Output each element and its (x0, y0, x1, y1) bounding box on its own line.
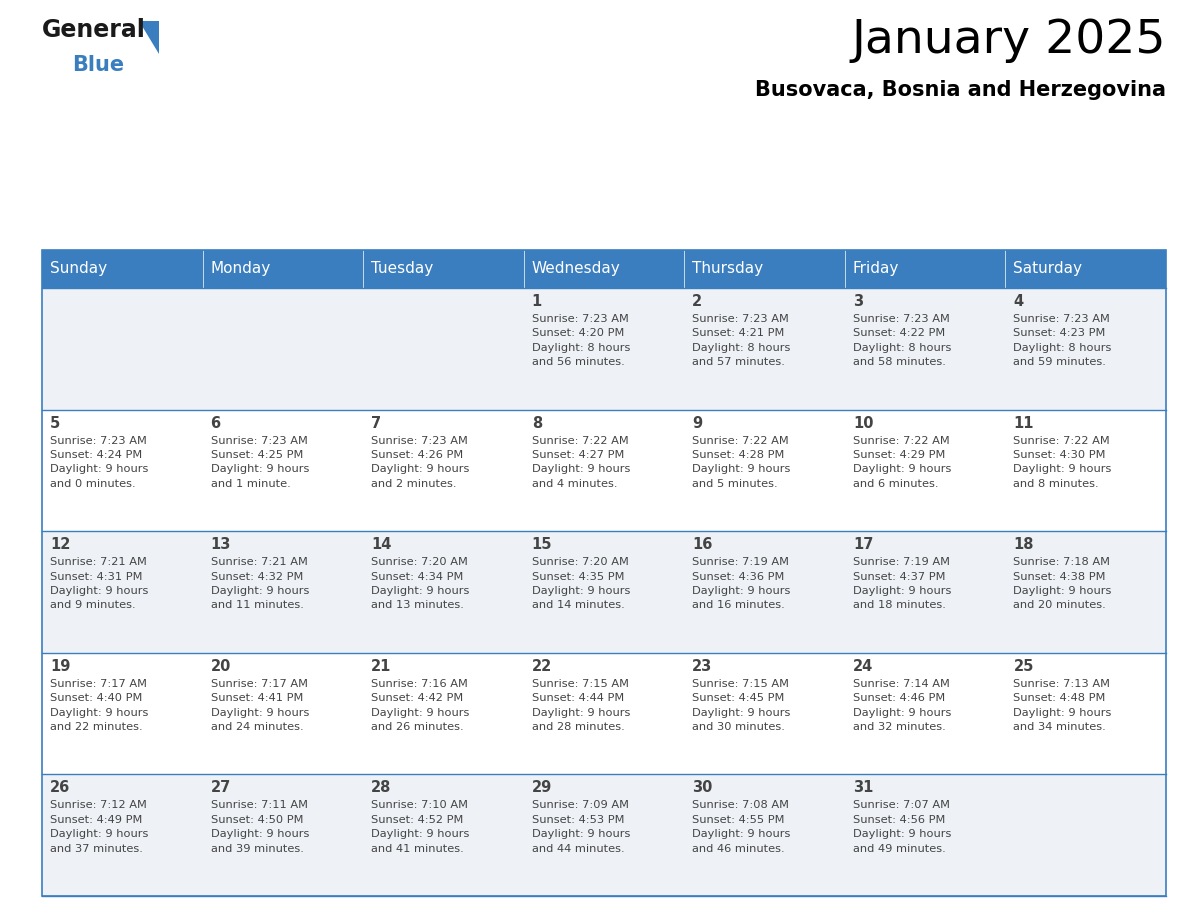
Bar (845, 250, 1005, 288)
Text: Sunrise: 7:09 AM
Sunset: 4:53 PM
Daylight: 9 hours
and 44 minutes.: Sunrise: 7:09 AM Sunset: 4:53 PM Dayligh… (532, 800, 630, 854)
Text: Sunrise: 7:23 AM
Sunset: 4:22 PM
Daylight: 8 hours
and 58 minutes.: Sunrise: 7:23 AM Sunset: 4:22 PM Dayligh… (853, 314, 952, 367)
Text: 11: 11 (1013, 416, 1034, 431)
Text: Friday: Friday (853, 262, 899, 276)
Polygon shape (139, 21, 159, 54)
Text: Sunrise: 7:23 AM
Sunset: 4:24 PM
Daylight: 9 hours
and 0 minutes.: Sunrise: 7:23 AM Sunset: 4:24 PM Dayligh… (50, 436, 148, 488)
Text: January 2025: January 2025 (852, 18, 1165, 63)
Text: Sunrise: 7:14 AM
Sunset: 4:46 PM
Daylight: 9 hours
and 32 minutes.: Sunrise: 7:14 AM Sunset: 4:46 PM Dayligh… (853, 678, 952, 732)
Text: 4: 4 (1013, 294, 1024, 309)
Text: Sunrise: 7:22 AM
Sunset: 4:28 PM
Daylight: 9 hours
and 5 minutes.: Sunrise: 7:22 AM Sunset: 4:28 PM Dayligh… (693, 436, 791, 488)
Text: 14: 14 (371, 537, 392, 553)
Text: Sunrise: 7:23 AM
Sunset: 4:21 PM
Daylight: 8 hours
and 57 minutes.: Sunrise: 7:23 AM Sunset: 4:21 PM Dayligh… (693, 314, 791, 367)
Text: 22: 22 (532, 659, 552, 674)
Text: Sunday: Sunday (50, 262, 107, 276)
Text: 3: 3 (853, 294, 862, 309)
Text: Sunrise: 7:15 AM
Sunset: 4:45 PM
Daylight: 9 hours
and 30 minutes.: Sunrise: 7:15 AM Sunset: 4:45 PM Dayligh… (693, 678, 791, 732)
Text: 20: 20 (210, 659, 230, 674)
Text: Saturday: Saturday (1013, 262, 1082, 276)
Text: Busovaca, Bosnia and Herzegovina: Busovaca, Bosnia and Herzegovina (756, 80, 1165, 100)
Text: 16: 16 (693, 537, 713, 553)
Text: Sunrise: 7:18 AM
Sunset: 4:38 PM
Daylight: 9 hours
and 20 minutes.: Sunrise: 7:18 AM Sunset: 4:38 PM Dayligh… (1013, 557, 1112, 610)
Text: Tuesday: Tuesday (371, 262, 434, 276)
Text: 23: 23 (693, 659, 713, 674)
Bar (1005, 250, 1165, 288)
Text: Sunrise: 7:23 AM
Sunset: 4:20 PM
Daylight: 8 hours
and 56 minutes.: Sunrise: 7:23 AM Sunset: 4:20 PM Dayligh… (532, 314, 630, 367)
Text: Sunrise: 7:10 AM
Sunset: 4:52 PM
Daylight: 9 hours
and 41 minutes.: Sunrise: 7:10 AM Sunset: 4:52 PM Dayligh… (371, 800, 469, 854)
Text: 8: 8 (532, 416, 542, 431)
Text: Sunrise: 7:19 AM
Sunset: 4:36 PM
Daylight: 9 hours
and 16 minutes.: Sunrise: 7:19 AM Sunset: 4:36 PM Dayligh… (693, 557, 791, 610)
Text: 2: 2 (693, 294, 702, 309)
Text: Sunrise: 7:17 AM
Sunset: 4:41 PM
Daylight: 9 hours
and 24 minutes.: Sunrise: 7:17 AM Sunset: 4:41 PM Dayligh… (210, 678, 309, 732)
Bar (42, 288, 1165, 409)
Text: Sunrise: 7:13 AM
Sunset: 4:48 PM
Daylight: 9 hours
and 34 minutes.: Sunrise: 7:13 AM Sunset: 4:48 PM Dayligh… (1013, 678, 1112, 732)
Text: 5: 5 (50, 416, 61, 431)
Text: 30: 30 (693, 780, 713, 795)
Text: 26: 26 (50, 780, 70, 795)
Bar (42, 250, 1165, 896)
Text: 31: 31 (853, 780, 873, 795)
Text: 18: 18 (1013, 537, 1034, 553)
Text: 17: 17 (853, 537, 873, 553)
Text: Thursday: Thursday (693, 262, 764, 276)
Text: Sunrise: 7:23 AM
Sunset: 4:26 PM
Daylight: 9 hours
and 2 minutes.: Sunrise: 7:23 AM Sunset: 4:26 PM Dayligh… (371, 436, 469, 488)
Text: 25: 25 (1013, 659, 1034, 674)
Text: Sunrise: 7:19 AM
Sunset: 4:37 PM
Daylight: 9 hours
and 18 minutes.: Sunrise: 7:19 AM Sunset: 4:37 PM Dayligh… (853, 557, 952, 610)
Bar (42, 532, 1165, 653)
Text: 27: 27 (210, 780, 230, 795)
Text: Wednesday: Wednesday (532, 262, 620, 276)
Bar (524, 250, 684, 288)
Text: 9: 9 (693, 416, 702, 431)
Text: Sunrise: 7:22 AM
Sunset: 4:27 PM
Daylight: 9 hours
and 4 minutes.: Sunrise: 7:22 AM Sunset: 4:27 PM Dayligh… (532, 436, 630, 488)
Text: 28: 28 (371, 780, 392, 795)
Text: 19: 19 (50, 659, 70, 674)
Text: Sunrise: 7:07 AM
Sunset: 4:56 PM
Daylight: 9 hours
and 49 minutes.: Sunrise: 7:07 AM Sunset: 4:56 PM Dayligh… (853, 800, 952, 854)
Text: Sunrise: 7:08 AM
Sunset: 4:55 PM
Daylight: 9 hours
and 46 minutes.: Sunrise: 7:08 AM Sunset: 4:55 PM Dayligh… (693, 800, 791, 854)
Text: Sunrise: 7:21 AM
Sunset: 4:31 PM
Daylight: 9 hours
and 9 minutes.: Sunrise: 7:21 AM Sunset: 4:31 PM Dayligh… (50, 557, 148, 610)
Text: 24: 24 (853, 659, 873, 674)
Text: Monday: Monday (210, 262, 271, 276)
Bar (42, 409, 1165, 532)
Text: 7: 7 (371, 416, 381, 431)
Bar (684, 250, 845, 288)
Bar (364, 250, 524, 288)
Text: 21: 21 (371, 659, 392, 674)
Text: Sunrise: 7:16 AM
Sunset: 4:42 PM
Daylight: 9 hours
and 26 minutes.: Sunrise: 7:16 AM Sunset: 4:42 PM Dayligh… (371, 678, 469, 732)
Text: 1: 1 (532, 294, 542, 309)
Text: 15: 15 (532, 537, 552, 553)
Text: Sunrise: 7:23 AM
Sunset: 4:25 PM
Daylight: 9 hours
and 1 minute.: Sunrise: 7:23 AM Sunset: 4:25 PM Dayligh… (210, 436, 309, 488)
Text: 12: 12 (50, 537, 70, 553)
Text: 13: 13 (210, 537, 230, 553)
Text: 29: 29 (532, 780, 552, 795)
Text: Sunrise: 7:20 AM
Sunset: 4:35 PM
Daylight: 9 hours
and 14 minutes.: Sunrise: 7:20 AM Sunset: 4:35 PM Dayligh… (532, 557, 630, 610)
Text: General: General (42, 18, 146, 42)
Text: Sunrise: 7:23 AM
Sunset: 4:23 PM
Daylight: 8 hours
and 59 minutes.: Sunrise: 7:23 AM Sunset: 4:23 PM Dayligh… (1013, 314, 1112, 367)
Text: Sunrise: 7:17 AM
Sunset: 4:40 PM
Daylight: 9 hours
and 22 minutes.: Sunrise: 7:17 AM Sunset: 4:40 PM Dayligh… (50, 678, 148, 732)
Bar (42, 653, 1165, 775)
Text: Sunrise: 7:11 AM
Sunset: 4:50 PM
Daylight: 9 hours
and 39 minutes.: Sunrise: 7:11 AM Sunset: 4:50 PM Dayligh… (210, 800, 309, 854)
Text: Sunrise: 7:22 AM
Sunset: 4:30 PM
Daylight: 9 hours
and 8 minutes.: Sunrise: 7:22 AM Sunset: 4:30 PM Dayligh… (1013, 436, 1112, 488)
Text: Sunrise: 7:21 AM
Sunset: 4:32 PM
Daylight: 9 hours
and 11 minutes.: Sunrise: 7:21 AM Sunset: 4:32 PM Dayligh… (210, 557, 309, 610)
Bar (42, 775, 1165, 896)
Text: Blue: Blue (72, 55, 124, 75)
Bar (42, 250, 203, 288)
Text: Sunrise: 7:12 AM
Sunset: 4:49 PM
Daylight: 9 hours
and 37 minutes.: Sunrise: 7:12 AM Sunset: 4:49 PM Dayligh… (50, 800, 148, 854)
Text: Sunrise: 7:20 AM
Sunset: 4:34 PM
Daylight: 9 hours
and 13 minutes.: Sunrise: 7:20 AM Sunset: 4:34 PM Dayligh… (371, 557, 469, 610)
Bar (203, 250, 364, 288)
Text: 10: 10 (853, 416, 873, 431)
Text: 6: 6 (210, 416, 221, 431)
Text: Sunrise: 7:15 AM
Sunset: 4:44 PM
Daylight: 9 hours
and 28 minutes.: Sunrise: 7:15 AM Sunset: 4:44 PM Dayligh… (532, 678, 630, 732)
Text: Sunrise: 7:22 AM
Sunset: 4:29 PM
Daylight: 9 hours
and 6 minutes.: Sunrise: 7:22 AM Sunset: 4:29 PM Dayligh… (853, 436, 952, 488)
